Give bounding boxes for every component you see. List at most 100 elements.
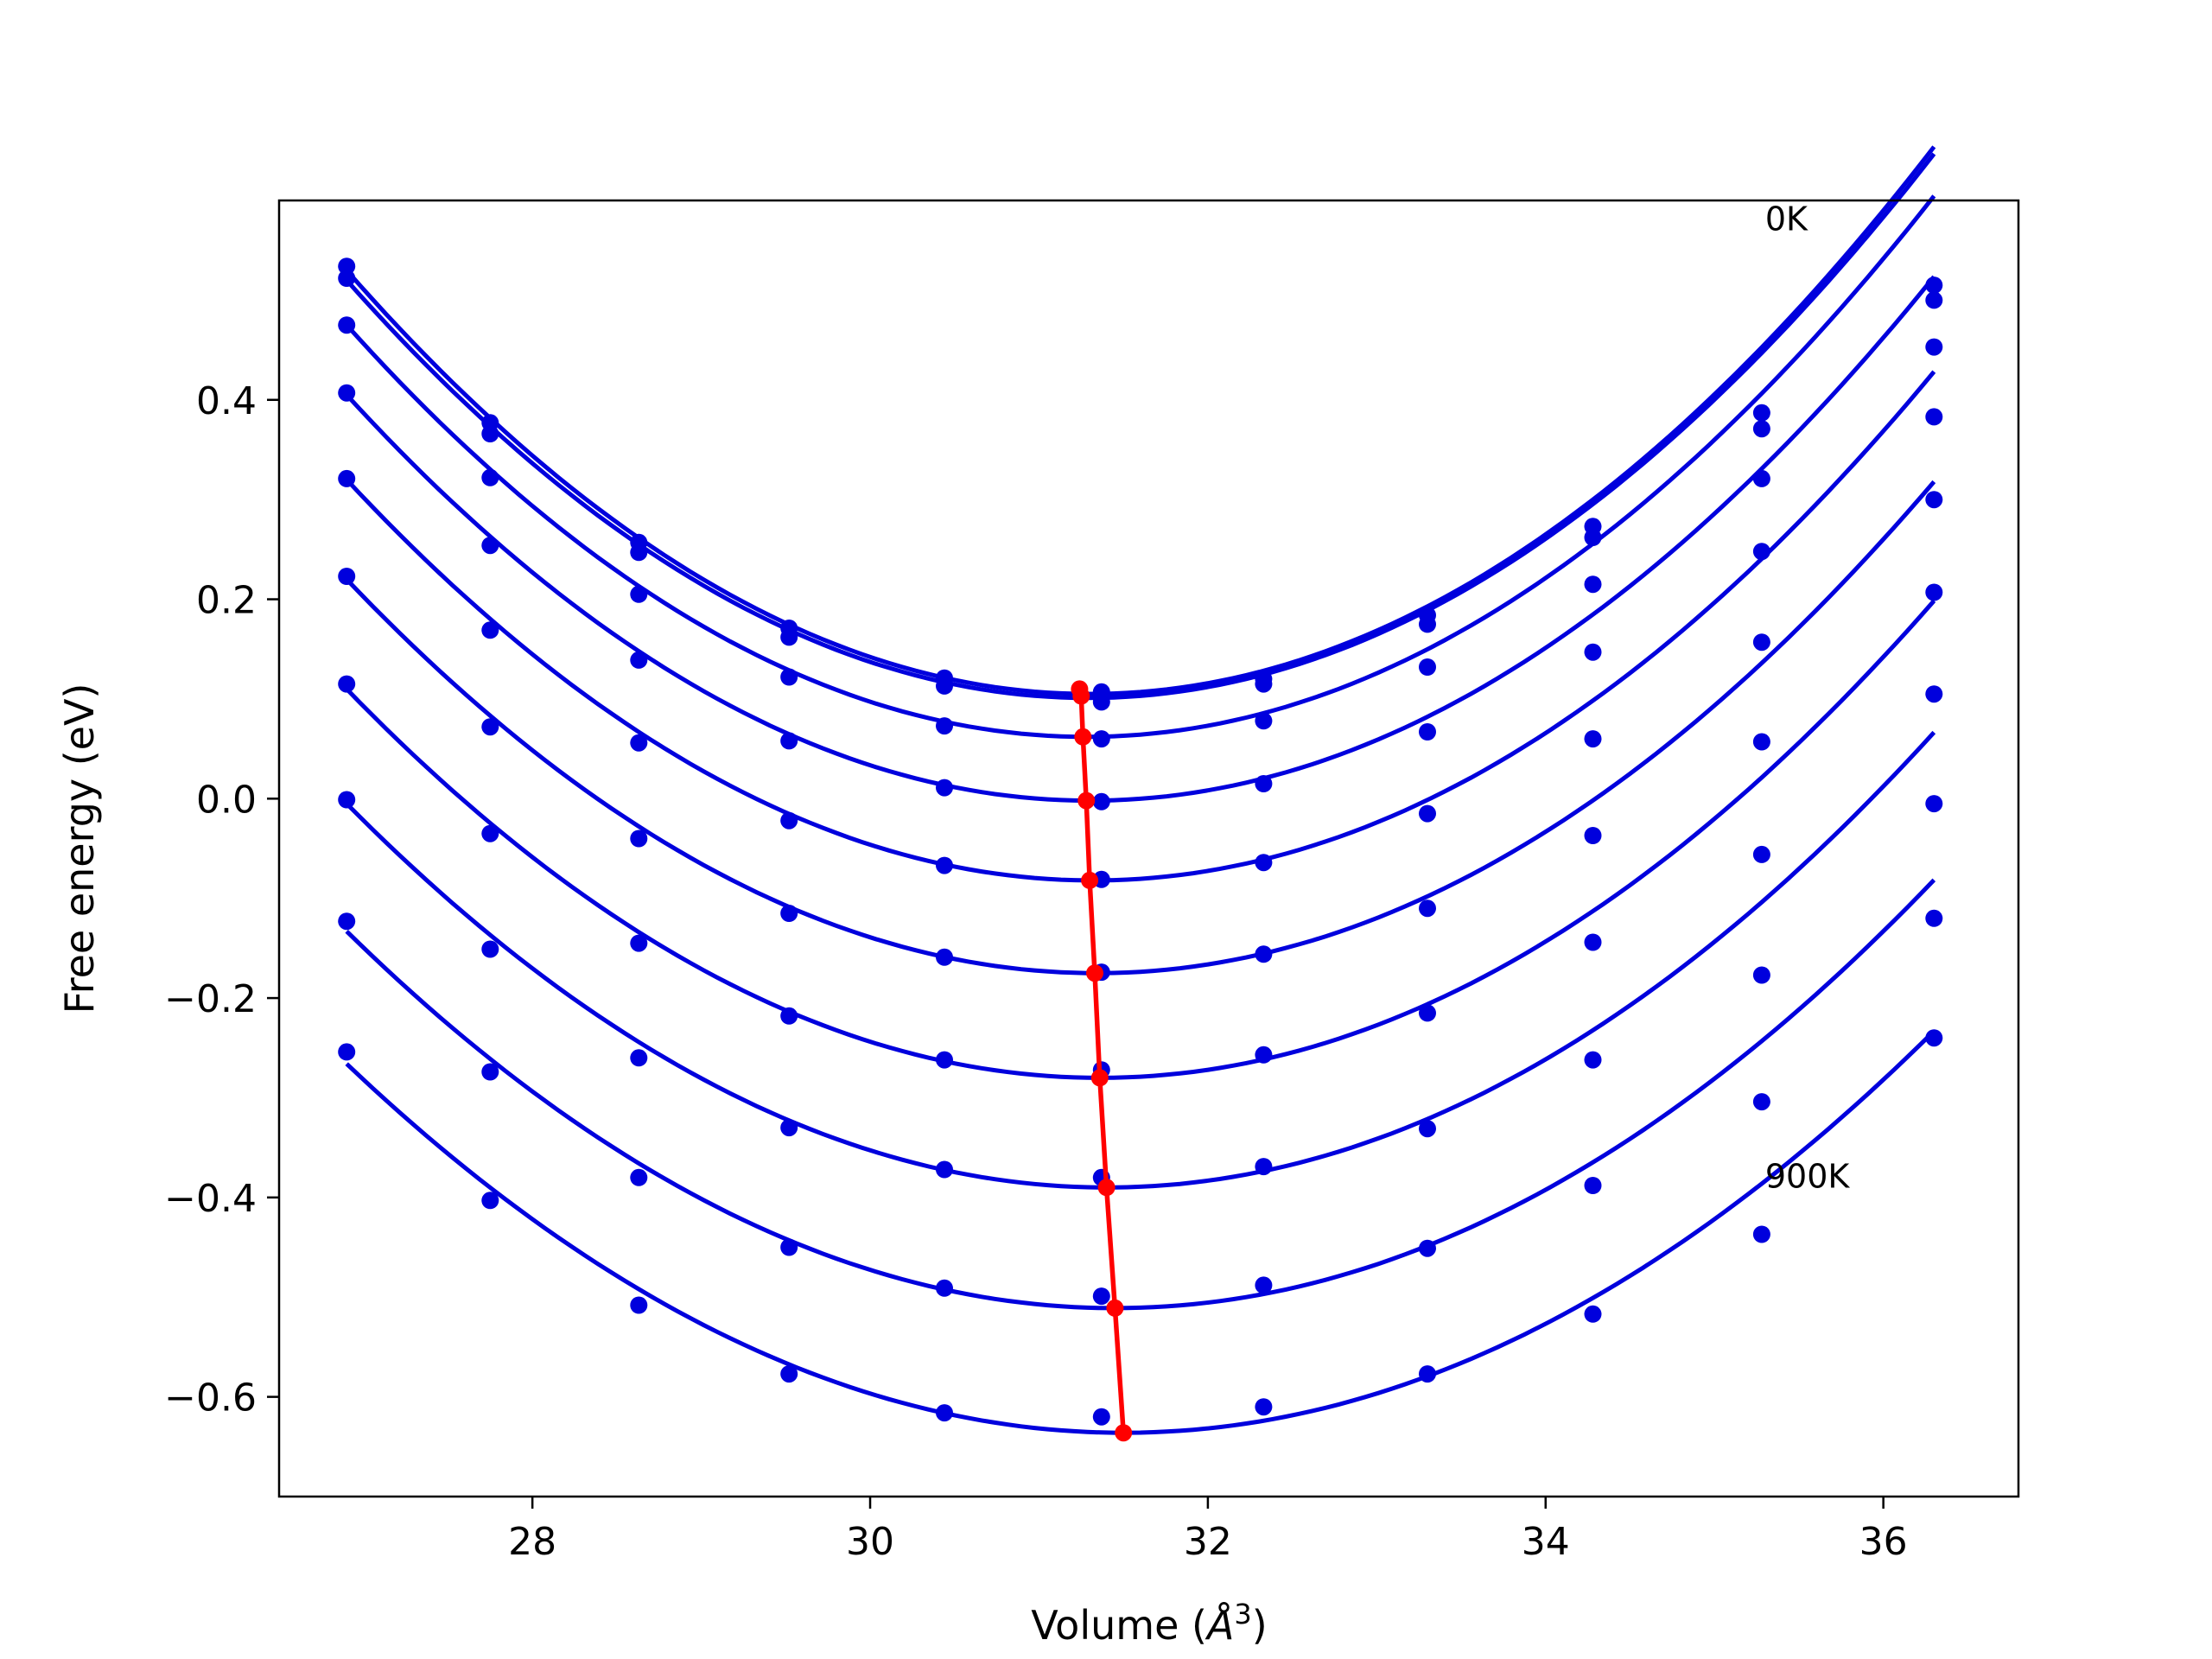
data-point-5-10 bbox=[1925, 583, 1943, 601]
fit-curve-3 bbox=[345, 275, 1936, 804]
data-point-5-3 bbox=[780, 905, 798, 922]
data-point-8-3 bbox=[780, 1238, 798, 1256]
data-point-7-0 bbox=[338, 791, 356, 809]
data-point-8-2 bbox=[630, 1168, 648, 1186]
x-axis-label-symbol: Å bbox=[1205, 1602, 1234, 1649]
data-point-6-3 bbox=[780, 1007, 798, 1025]
data-point-1-9 bbox=[1752, 420, 1770, 438]
data-point-3-3 bbox=[780, 732, 798, 750]
x-tick-label-2: 32 bbox=[1184, 1520, 1232, 1564]
minimum-point-9 bbox=[1115, 1424, 1133, 1442]
data-point-0-9 bbox=[1752, 404, 1770, 422]
data-point-8-0 bbox=[338, 912, 356, 931]
data-point-3-8 bbox=[1584, 643, 1602, 661]
y-tick-label-3: 0.0 bbox=[196, 778, 257, 822]
data-point-4-3 bbox=[780, 811, 798, 830]
data-point-2-4 bbox=[936, 717, 953, 735]
annotation-1: 900K bbox=[1765, 1157, 1851, 1195]
data-point-9-10 bbox=[1925, 1029, 1943, 1047]
data-point-4-0 bbox=[338, 469, 356, 487]
data-point-5-6 bbox=[1255, 945, 1273, 963]
data-point-2-1 bbox=[481, 468, 499, 486]
data-point-3-0 bbox=[338, 384, 356, 402]
data-point-1-10 bbox=[1925, 291, 1943, 309]
y-axis-ticks: −0.6 −0.4 −0.2 0.0 0.2 0.4 bbox=[164, 379, 279, 1421]
x-tick-label-1: 30 bbox=[846, 1520, 894, 1564]
minimum-point-2 bbox=[1074, 728, 1092, 746]
data-point-6-8 bbox=[1584, 933, 1602, 951]
minimum-locus bbox=[1071, 680, 1133, 1442]
data-point-7-1 bbox=[481, 940, 499, 958]
minimum-point-4 bbox=[1081, 871, 1099, 889]
x-tick-label-4: 36 bbox=[1859, 1520, 1908, 1564]
data-point-1-4 bbox=[936, 677, 953, 695]
data-point-9-7 bbox=[1419, 1365, 1436, 1383]
x-tick-label-0: 28 bbox=[508, 1520, 556, 1564]
y-tick-label-2: −0.2 bbox=[164, 977, 257, 1021]
data-point-2-6 bbox=[1255, 712, 1273, 730]
data-point-8-6 bbox=[1255, 1276, 1273, 1294]
data-point-6-7 bbox=[1419, 1004, 1436, 1022]
fit-curve-5 bbox=[345, 480, 1936, 976]
data-point-9-4 bbox=[936, 1404, 953, 1422]
data-point-6-2 bbox=[630, 934, 648, 952]
data-point-9-0 bbox=[338, 1043, 356, 1061]
data-point-6-6 bbox=[1255, 1046, 1273, 1064]
data-point-7-2 bbox=[630, 1049, 648, 1067]
data-point-9-9 bbox=[1752, 1225, 1770, 1243]
fit-curve-0 bbox=[345, 145, 1936, 696]
data-point-5-7 bbox=[1419, 899, 1436, 918]
data-point-2-10 bbox=[1925, 338, 1943, 356]
data-point-7-9 bbox=[1752, 966, 1770, 984]
data-point-9-5 bbox=[1092, 1408, 1110, 1426]
data-point-1-6 bbox=[1255, 675, 1273, 693]
data-point-6-9 bbox=[1752, 845, 1770, 863]
data-point-5-9 bbox=[1752, 733, 1770, 751]
minimum-point-8 bbox=[1106, 1299, 1124, 1317]
data-point-3-10 bbox=[1925, 408, 1943, 426]
data-point-4-1 bbox=[481, 621, 499, 639]
data-point-2-8 bbox=[1584, 575, 1602, 594]
data-point-8-9 bbox=[1752, 1093, 1770, 1111]
data-point-1-1 bbox=[481, 425, 499, 442]
data-point-1-7 bbox=[1419, 615, 1436, 633]
fit-curve-2 bbox=[345, 194, 1936, 740]
data-point-1-0 bbox=[338, 270, 356, 287]
y-tick-label-0: −0.6 bbox=[164, 1376, 257, 1421]
data-point-7-3 bbox=[780, 1119, 798, 1137]
data-point-4-9 bbox=[1752, 633, 1770, 652]
data-point-3-4 bbox=[936, 779, 953, 797]
data-point-3-2 bbox=[630, 651, 648, 669]
y-tick-label-4: 0.2 bbox=[196, 579, 257, 623]
data-point-9-1 bbox=[481, 1192, 499, 1210]
data-points bbox=[338, 257, 1943, 1426]
data-point-8-7 bbox=[1419, 1239, 1436, 1257]
data-point-1-3 bbox=[780, 628, 798, 646]
data-point-5-0 bbox=[338, 568, 356, 585]
data-point-6-10 bbox=[1925, 685, 1943, 703]
x-axis-label: Volume (Å3) bbox=[1031, 1598, 1267, 1649]
data-point-5-8 bbox=[1584, 827, 1602, 844]
minimum-point-1 bbox=[1072, 687, 1090, 705]
data-point-3-1 bbox=[481, 537, 499, 555]
data-point-2-3 bbox=[780, 668, 798, 686]
data-point-5-1 bbox=[481, 718, 499, 736]
data-point-1-2 bbox=[630, 543, 648, 562]
data-point-9-6 bbox=[1255, 1398, 1273, 1416]
x-tick-label-3: 34 bbox=[1522, 1520, 1570, 1564]
fit-curve-4 bbox=[345, 370, 1936, 883]
fit-curve-1 bbox=[345, 152, 1936, 701]
data-point-7-8 bbox=[1584, 1051, 1602, 1069]
annotation-0: 0K bbox=[1765, 200, 1808, 238]
data-point-8-8 bbox=[1584, 1177, 1602, 1194]
fitted-curves bbox=[345, 145, 1936, 1435]
data-point-3-7 bbox=[1419, 723, 1436, 741]
data-point-3-6 bbox=[1255, 775, 1273, 792]
data-point-2-0 bbox=[338, 316, 356, 334]
x-axis-ticks: 28 30 32 34 36 bbox=[508, 1497, 1908, 1564]
data-point-3-9 bbox=[1752, 543, 1770, 561]
y-tick-label-5: 0.4 bbox=[196, 379, 257, 423]
data-point-4-2 bbox=[630, 734, 648, 752]
data-point-3-5 bbox=[1092, 792, 1110, 810]
data-point-7-6 bbox=[1255, 1158, 1273, 1176]
